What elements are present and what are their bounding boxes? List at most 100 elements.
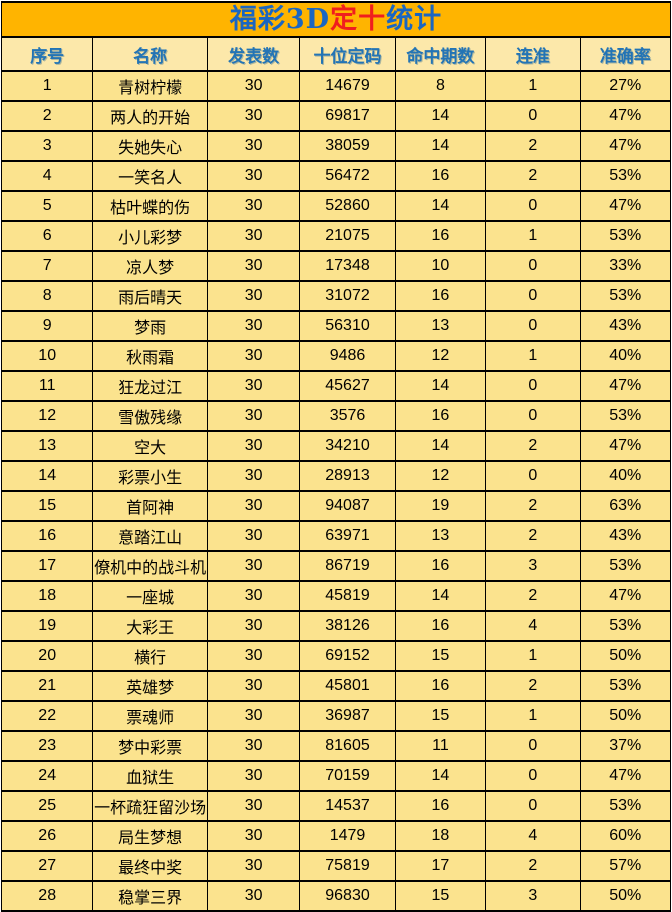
cell-published: 30 — [206, 820, 301, 852]
cell-tens_code: 86719 — [299, 550, 396, 582]
cell-published: 30 — [206, 220, 301, 252]
cell-index: 22 — [0, 700, 94, 732]
cell-tens_code: 56472 — [299, 160, 396, 192]
column-header-index: 序号 — [0, 36, 94, 72]
cell-name: 梦中彩票 — [92, 730, 208, 762]
cell-index: 24 — [0, 760, 94, 792]
cell-consecutive: 0 — [485, 730, 581, 762]
cell-index: 3 — [0, 130, 94, 162]
table-row: 2 两人的开始 30 69817 14 0 47% — [0, 100, 672, 132]
cell-published: 30 — [206, 760, 301, 792]
table-row: 14 彩票小生 30 28913 12 0 40% — [0, 460, 672, 492]
table-row: 18 一座城 30 45819 14 2 47% — [0, 580, 672, 612]
cell-published: 30 — [206, 250, 301, 282]
cell-tens_code: 17348 — [299, 250, 396, 282]
cell-consecutive: 1 — [485, 640, 581, 672]
table-row: 19 大彩王 30 38126 16 4 53% — [0, 610, 672, 642]
table-row: 20 横行 30 69152 15 1 50% — [0, 640, 672, 672]
cell-index: 17 — [0, 550, 94, 582]
cell-accuracy: 40% — [579, 340, 672, 372]
cell-published: 30 — [206, 490, 301, 522]
header-row: 序号 名称 发表数 十位定码 命中期数 连准 准确率 — [0, 36, 672, 72]
table-row: 4 一笑名人 30 56472 16 2 53% — [0, 160, 672, 192]
cell-name: 首阿神 — [92, 490, 208, 522]
cell-published: 30 — [206, 610, 301, 642]
cell-accuracy: 43% — [579, 310, 672, 342]
cell-index: 13 — [0, 430, 94, 462]
cell-name: 意踏江山 — [92, 520, 208, 552]
cell-consecutive: 0 — [485, 760, 581, 792]
cell-consecutive: 0 — [485, 100, 581, 132]
cell-hit_periods: 16 — [394, 670, 487, 702]
table-body: 1 青树柠檬 30 14679 8 1 27% 2 两人的开始 30 69817 14 0 47% 3 失她失… — [0, 70, 672, 912]
cell-index: 25 — [0, 790, 94, 822]
cell-name: 英雄梦 — [92, 670, 208, 702]
cell-published: 30 — [206, 70, 301, 102]
cell-accuracy: 53% — [579, 280, 672, 312]
cell-hit_periods: 10 — [394, 250, 487, 282]
cell-index: 23 — [0, 730, 94, 762]
cell-hit_periods: 12 — [394, 340, 487, 372]
cell-hit_periods: 16 — [394, 280, 487, 312]
table-row: 10 秋雨霜 30 9486 12 1 40% — [0, 340, 672, 372]
column-header-published: 发表数 — [206, 36, 301, 72]
cell-hit_periods: 14 — [394, 580, 487, 612]
table-row: 9 梦雨 30 56310 13 0 43% — [0, 310, 672, 342]
table-row: 16 意踏江山 30 63971 13 2 43% — [0, 520, 672, 552]
cell-hit_periods: 16 — [394, 610, 487, 642]
cell-tens_code: 21075 — [299, 220, 396, 252]
cell-name: 两人的开始 — [92, 100, 208, 132]
cell-index: 18 — [0, 580, 94, 612]
cell-hit_periods: 19 — [394, 490, 487, 522]
cell-hit_periods: 14 — [394, 760, 487, 792]
cell-name: 凉人梦 — [92, 250, 208, 282]
cell-consecutive: 1 — [485, 700, 581, 732]
cell-tens_code: 70159 — [299, 760, 396, 792]
cell-index: 4 — [0, 160, 94, 192]
cell-consecutive: 0 — [485, 790, 581, 822]
cell-name: 小儿彩梦 — [92, 220, 208, 252]
cell-accuracy: 53% — [579, 550, 672, 582]
cell-index: 20 — [0, 640, 94, 672]
cell-consecutive: 0 — [485, 280, 581, 312]
cell-consecutive: 0 — [485, 250, 581, 282]
cell-index: 10 — [0, 340, 94, 372]
cell-published: 30 — [206, 280, 301, 312]
cell-tens_code: 56310 — [299, 310, 396, 342]
cell-hit_periods: 18 — [394, 820, 487, 852]
cell-name: 梦雨 — [92, 310, 208, 342]
cell-consecutive: 2 — [485, 430, 581, 462]
cell-published: 30 — [206, 340, 301, 372]
cell-tens_code: 14537 — [299, 790, 396, 822]
column-header-hit_periods: 命中期数 — [394, 36, 487, 72]
cell-name: 横行 — [92, 640, 208, 672]
cell-tens_code: 38126 — [299, 610, 396, 642]
cell-index: 28 — [0, 880, 94, 912]
cell-name: 最终中奖 — [92, 850, 208, 882]
cell-index: 15 — [0, 490, 94, 522]
cell-accuracy: 47% — [579, 100, 672, 132]
table-row: 28 稳掌三界 30 96830 15 3 50% — [0, 880, 672, 912]
cell-consecutive: 1 — [485, 70, 581, 102]
cell-published: 30 — [206, 880, 301, 912]
cell-hit_periods: 14 — [394, 430, 487, 462]
cell-tens_code: 36987 — [299, 700, 396, 732]
cell-consecutive: 0 — [485, 310, 581, 342]
cell-tens_code: 69152 — [299, 640, 396, 672]
title-part-stats: 统计 — [386, 4, 443, 35]
table-row: 13 空大 30 34210 14 2 47% — [0, 430, 672, 462]
cell-consecutive: 0 — [485, 370, 581, 402]
table-row: 21 英雄梦 30 45801 16 2 53% — [0, 670, 672, 702]
cell-published: 30 — [206, 160, 301, 192]
cell-accuracy: 53% — [579, 610, 672, 642]
cell-accuracy: 53% — [579, 160, 672, 192]
cell-published: 30 — [206, 190, 301, 222]
cell-accuracy: 37% — [579, 730, 672, 762]
cell-index: 6 — [0, 220, 94, 252]
table-row: 11 狂龙过江 30 45627 14 0 47% — [0, 370, 672, 402]
cell-name: 一笑名人 — [92, 160, 208, 192]
cell-hit_periods: 16 — [394, 550, 487, 582]
column-header-accuracy: 准确率 — [579, 36, 672, 72]
